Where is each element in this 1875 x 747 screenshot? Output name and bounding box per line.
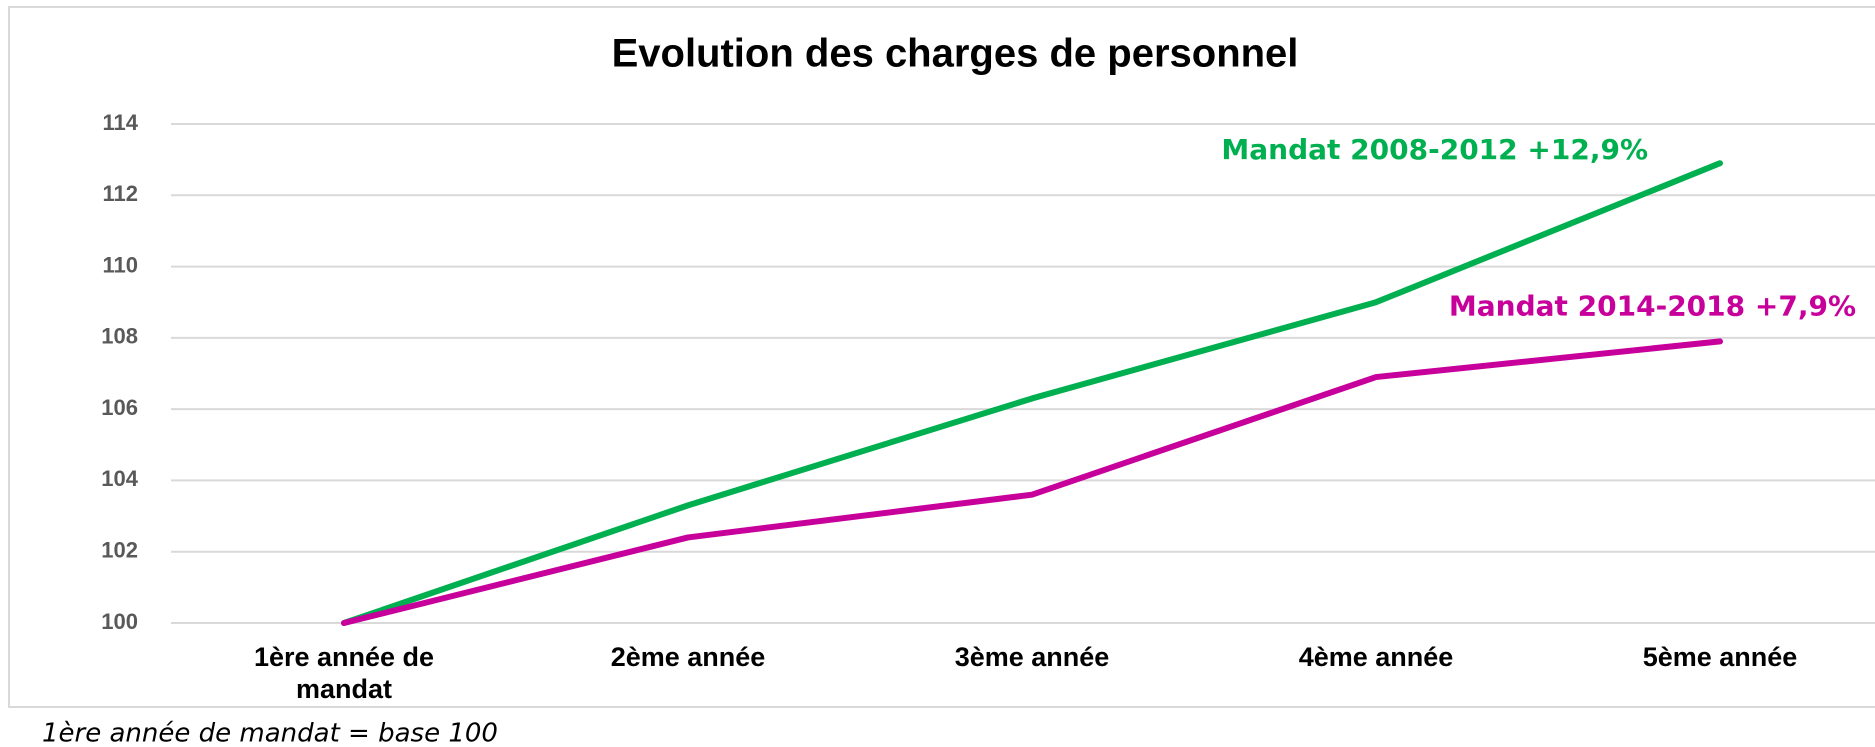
y-tick-label: 112 bbox=[103, 181, 139, 206]
x-tick-label: 1ère année de mandat bbox=[254, 642, 434, 704]
y-tick-label: 102 bbox=[101, 538, 138, 563]
y-tick-label: 104 bbox=[101, 466, 138, 491]
x-tick-label: 3ème année bbox=[955, 642, 1110, 672]
chart-title: Evolution des charges de personnel bbox=[612, 32, 1299, 76]
line-series bbox=[341, 160, 1723, 626]
y-tick-label: 100 bbox=[101, 609, 138, 634]
line-series bbox=[341, 338, 1723, 626]
y-tick-label: 108 bbox=[101, 324, 138, 349]
x-tick-label: 5ème année bbox=[1643, 642, 1798, 672]
y-tick-label: 106 bbox=[101, 395, 138, 420]
x-tick-label: 4ème année bbox=[1299, 642, 1454, 672]
y-tick-label: 114 bbox=[103, 110, 139, 135]
y-tick-label: 110 bbox=[103, 252, 139, 277]
x-tick-label: 2ème année bbox=[611, 642, 766, 672]
series-label: Mandat 2014-2018 +7,9% bbox=[1449, 289, 1856, 322]
chart-frame bbox=[8, 6, 1875, 708]
series-label: Mandat 2008-2012 +12,9% bbox=[1221, 133, 1648, 166]
footnote: 1ère année de mandat = base 100 bbox=[42, 719, 498, 747]
